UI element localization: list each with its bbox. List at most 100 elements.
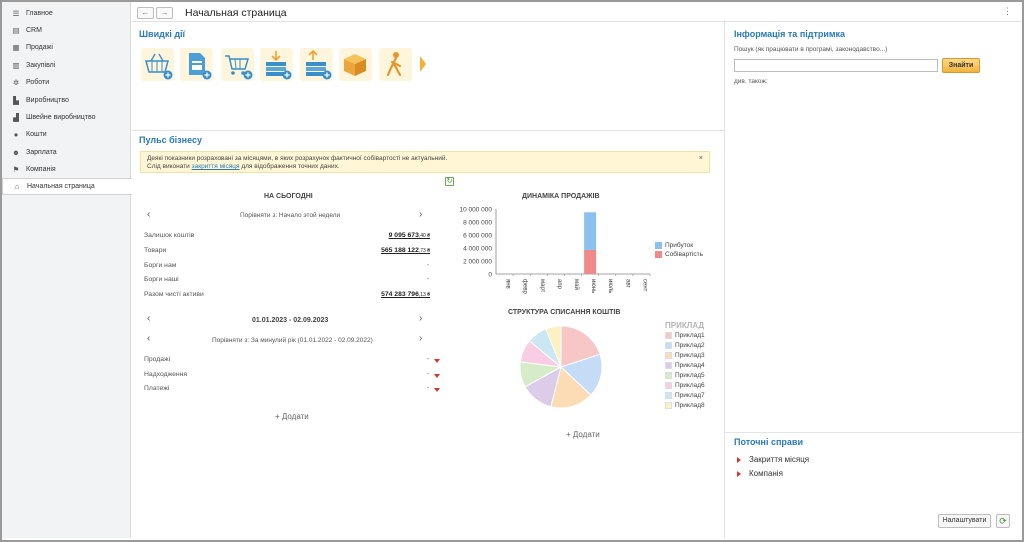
pie-slice-Приклад1 [560, 325, 601, 368]
page-title: Начальная страница [185, 7, 287, 19]
add-widget-left-button[interactable]: + Додати [275, 412, 309, 421]
close-icon[interactable]: × [698, 155, 703, 162]
task-close-month[interactable]: Закриття місяця [737, 455, 809, 464]
back-button[interactable]: ← [137, 7, 154, 19]
y-tick-label: 8 000 000 [463, 220, 492, 227]
setup-button[interactable]: Налаштувати [938, 514, 991, 528]
goods-value[interactable]: 565 188 122,73 ₴ [381, 247, 430, 254]
legend-swatch [665, 342, 672, 349]
x-tick-label: авг [624, 279, 630, 289]
sidebar-item-sales[interactable]: ▦ Продажі [2, 39, 131, 56]
legend-label: Приклад4 [675, 362, 705, 369]
sidebar-item-home[interactable]: ⌂ Начальная страница [2, 178, 132, 195]
sidebar-item-company[interactable]: ⚑ Компанія [2, 161, 131, 178]
sewing-icon: ▟ [13, 113, 19, 122]
stack-out-add-icon[interactable] [300, 48, 333, 81]
pie-legend-item: Приклад7 [665, 392, 705, 399]
pie-slice-Приклад2 [560, 353, 603, 396]
net-assets-value[interactable]: 574 283 796,13 ₴ [381, 291, 430, 298]
period-range[interactable]: 01.01.2023 - 02.09.2023 [252, 317, 329, 324]
trend-down-icon [434, 374, 440, 378]
box-icon[interactable] [339, 48, 372, 81]
cart-add-icon[interactable] [221, 48, 254, 81]
refresh-icon[interactable]: ↻ [445, 177, 454, 186]
section-divider [725, 432, 1022, 433]
forward-button[interactable]: → [156, 7, 173, 19]
sidebar-item-production[interactable]: ▙ Виробництво [2, 92, 131, 109]
sidebar-item-sewing[interactable]: ▟ Швейне виробництво [2, 109, 131, 126]
legend-label: Приклад8 [675, 402, 705, 409]
chevron-left-icon[interactable]: ‹ [147, 313, 151, 324]
pie-legend-item: Приклад3 [665, 352, 705, 359]
chevron-left-icon[interactable]: ‹ [147, 333, 151, 344]
pie-legend-item: Приклад2 [665, 342, 705, 349]
x-tick-label: янв [505, 279, 511, 289]
column-divider [724, 22, 725, 538]
legend-label: Приклад1 [675, 332, 705, 339]
caret-right-icon [737, 470, 741, 477]
y-tick-label: 2 000 000 [463, 259, 492, 266]
period-compare[interactable]: Порівняти з: За минулий рік (01.01.2022 … [212, 337, 373, 344]
chevron-right-icon[interactable]: › [419, 333, 423, 344]
legend-swatch [665, 402, 672, 409]
section-divider [132, 130, 724, 131]
home-icon: ⌂ [14, 182, 20, 191]
sidebar-item-works[interactable]: ✲ Роботи [2, 74, 131, 91]
stack-in-add-icon[interactable] [260, 48, 293, 81]
legend-swatch [665, 382, 672, 389]
refresh-icon[interactable]: ⟳ [996, 514, 1010, 528]
walker-icon[interactable] [379, 48, 412, 81]
receivables-label: Борги нам [144, 262, 177, 269]
today-compare[interactable]: Порівняти з: Начало этой недели [240, 212, 341, 219]
factory-icon: ▙ [13, 96, 19, 105]
pie-legend-item: Приклад8 [665, 402, 705, 409]
close-month-link[interactable]: закриття місяця [191, 163, 240, 170]
sales-icon: ▦ [12, 43, 20, 52]
trend-down-icon [434, 359, 440, 363]
chevron-left-icon[interactable]: ‹ [147, 209, 151, 220]
see-also-label: див. також: [734, 78, 768, 85]
chevron-right-icon[interactable]: › [419, 313, 423, 324]
sales-value: - [427, 356, 430, 363]
sidebar-item-salary[interactable]: ☻ Зарплата [2, 144, 131, 161]
sidebar-item-money[interactable]: ● Кошти [2, 126, 131, 143]
chevron-right-icon[interactable]: › [419, 209, 423, 220]
search-label: Пошук (як працювати в програмі, законода… [734, 46, 888, 53]
document-add-icon[interactable] [180, 48, 213, 81]
sidebar-item-label: Швейне виробництво [26, 114, 96, 121]
legend-label: Приклад5 [675, 372, 705, 379]
net-assets-label: Разом чисті активи [144, 291, 204, 298]
pie-legend-item: Приклад6 [665, 382, 705, 389]
sidebar-item-label: Кошти [26, 131, 47, 138]
pie-legend-title: ПРИКЛАД [665, 321, 705, 330]
x-tick-label: июнь [590, 279, 596, 293]
sidebar-item-crm[interactable]: ▤ CRM [2, 22, 131, 39]
pie-legend-item: Приклад1 [665, 332, 705, 339]
x-tick-label: март [539, 279, 545, 293]
receipts-value: - [427, 371, 430, 378]
scroll-right-icon[interactable] [420, 56, 426, 72]
sidebar-item-label: CRM [26, 27, 42, 34]
trend-down-icon [434, 388, 440, 392]
pie-legend-item: Приклад4 [665, 362, 705, 369]
warning-banner: Деякі показники розраховані за місяцями,… [140, 151, 710, 173]
info-support-title: Інформація та підтримка [734, 29, 846, 39]
y-tick-label: 6 000 000 [463, 233, 492, 240]
more-menu-icon[interactable]: ⋮ [1003, 6, 1012, 16]
sidebar-item-main[interactable]: ☰ Главное [2, 5, 131, 22]
add-widget-right-button[interactable]: + Додати [566, 430, 600, 439]
support-search-input[interactable] [734, 59, 938, 72]
current-tasks-title: Поточні справи [734, 437, 803, 447]
cash-balance-value[interactable]: 9 095 673,40 ₴ [388, 232, 430, 239]
basket-add-icon[interactable] [141, 48, 174, 81]
bar-Собівартість [584, 249, 597, 274]
task-company[interactable]: Компанія [737, 469, 783, 478]
receipts-label: Надходження [144, 371, 188, 378]
legend-swatch [655, 251, 662, 258]
find-button[interactable]: Знайти [942, 58, 980, 73]
sidebar-item-purchases[interactable]: ▥ Закупівлі [2, 57, 131, 74]
sidebar-item-label: Компанія [26, 166, 56, 173]
pie-slice-Приклад3 [550, 366, 592, 409]
sidebar-item-label: Начальная страница [27, 183, 95, 190]
